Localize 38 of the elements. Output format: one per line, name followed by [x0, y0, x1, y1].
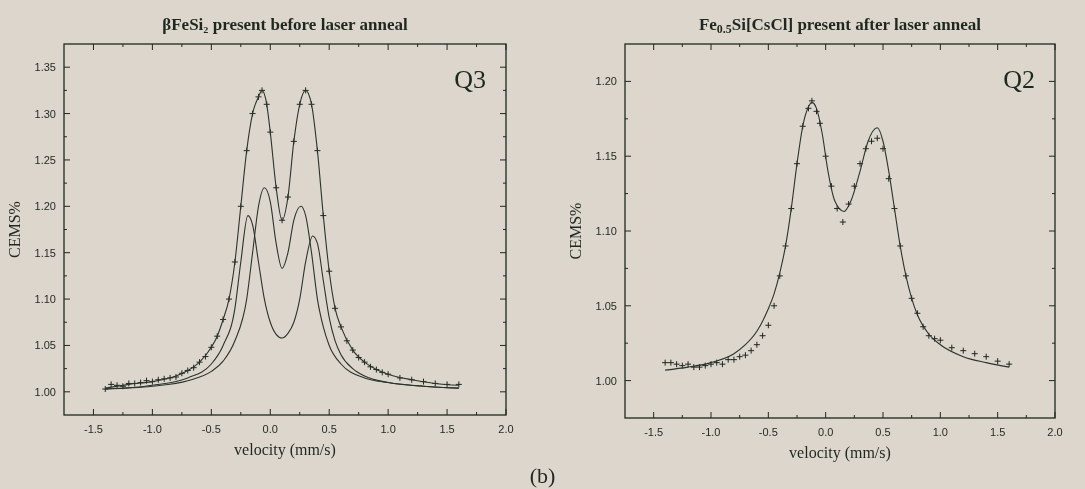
y-tick-label: 1.10 — [34, 293, 56, 306]
x-tick-label: -0.5 — [201, 423, 221, 435]
x-tick-label: -0.5 — [758, 426, 778, 438]
y-tick-label: 1.00 — [34, 385, 56, 398]
x-tick-label: 2.0 — [1047, 426, 1063, 438]
x-tick-label: -1.0 — [142, 423, 162, 435]
x-tick-label: -1.0 — [701, 426, 721, 438]
y-axis-title: CEMS% — [567, 202, 584, 260]
x-tick-label: 0.5 — [321, 423, 337, 435]
y-tick-label: 1.05 — [34, 339, 56, 352]
y-tick-label: 1.15 — [34, 246, 56, 259]
annotation: Q2 — [1003, 65, 1035, 94]
y-tick-label: 1.00 — [595, 374, 617, 387]
x-tick-label: 2.0 — [498, 423, 514, 435]
x-tick-label: 0.0 — [262, 423, 278, 435]
annotation: Q3 — [454, 65, 486, 94]
x-tick-label: -1.5 — [644, 426, 664, 438]
y-tick-label: 1.20 — [595, 75, 617, 88]
chart-title: Fe$_{0.5}$Si[CsCl] present after laser anneal — [698, 15, 982, 36]
y-tick-label: 1.35 — [34, 61, 56, 74]
y-tick-label: 1.10 — [595, 225, 617, 237]
x-axis-title: velocity (mm/s) — [789, 444, 891, 462]
y-axis-title: CEMS% — [6, 201, 23, 258]
y-tick-label: 1.05 — [595, 299, 617, 312]
x-axis-title: velocity (mm/s) — [234, 441, 336, 459]
x-tick-label: 1.0 — [932, 426, 948, 438]
x-tick-label: -1.5 — [83, 423, 103, 435]
y-tick-label: 1.15 — [595, 150, 617, 163]
x-tick-label: 0.0 — [818, 426, 834, 438]
y-tick-label: 1.20 — [34, 200, 56, 213]
chart-title: βFeSi₂ present before laser anneal — [162, 15, 408, 34]
y-tick-label: 1.25 — [34, 153, 56, 166]
x-tick-label: 1.0 — [380, 423, 396, 435]
x-tick-label: 1.5 — [439, 423, 455, 435]
x-tick-label: 1.5 — [990, 426, 1006, 438]
text: (b) — [529, 463, 556, 488]
x-tick-label: 0.5 — [875, 426, 891, 438]
y-tick-label: 1.30 — [34, 107, 56, 120]
